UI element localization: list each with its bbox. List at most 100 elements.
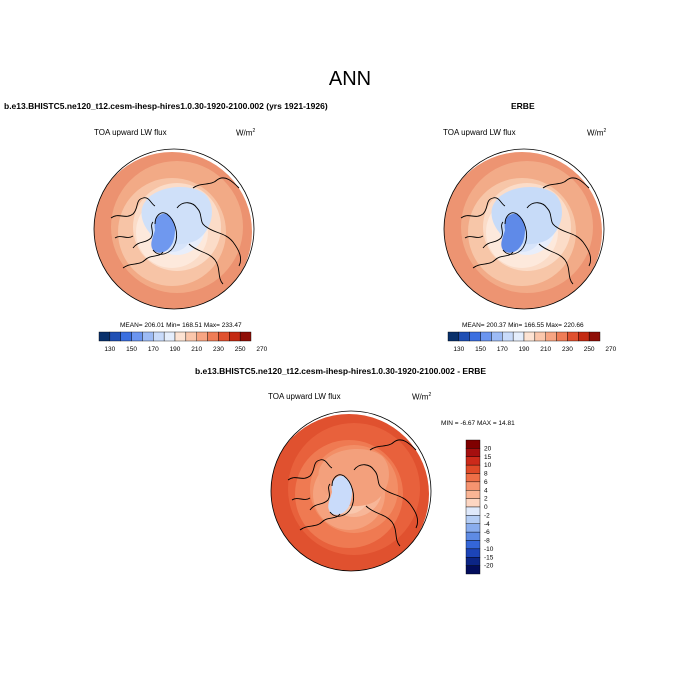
coastline [353,464,383,489]
coastline [309,483,331,511]
coastline [460,197,506,219]
greenland-region [328,475,352,515]
colorbar-box [153,331,165,342]
obs-variable-label: TOA upward LW flux [443,128,516,137]
coastline [114,235,134,239]
colorbar-tick-label: 130 [104,346,115,353]
model-variable-label: TOA upward LW flux [94,128,167,137]
colorbar-tick-label: 2 [484,496,488,503]
colorbar-tick-label: -20 [484,563,494,570]
map-border [93,148,255,310]
colorbar-box [120,331,132,342]
colorbar-box [491,331,503,342]
coastline [132,221,154,249]
colorbar-box [534,331,546,342]
colorbar-tick-label: 190 [519,346,530,353]
colorbar-tick-label: 230 [213,346,224,353]
colorbar-box [545,331,557,342]
coastline [554,225,592,267]
colorbar-tick-label: -10 [484,546,494,553]
colorbar-box [556,331,568,342]
colorbar-tick-label: 170 [148,346,159,353]
colorbar-tick-label: 210 [191,346,202,353]
colorbar-box [239,331,252,342]
colorbar-tick-label: 190 [170,346,181,353]
colorbar-tick-label: 15 [484,454,492,461]
colorbar-box [469,331,481,342]
coastline [464,235,484,239]
coastline [538,243,574,285]
model-panel-title: b.e13.BHISTC5.ne120_t12.cesm-ihesp-hires… [4,101,328,111]
coastline [299,513,341,531]
coastline [204,225,242,267]
colorbar-box [109,331,121,342]
coastline [122,251,164,269]
colorbar-box [567,331,579,342]
figure-title: ANN [328,68,372,90]
coastline [526,202,556,227]
colorbar-box [447,331,460,342]
obs-polar-map [443,148,605,310]
colorbar-box [465,548,481,558]
coastline [542,177,590,189]
coastline [472,251,514,269]
colorbar-tick-label: 270 [605,346,616,353]
colorbar-box [480,331,492,342]
colorbar-tick-label: 10 [484,462,492,469]
colorbar-box [465,565,481,575]
diff-panel-title: b.e13.BHISTC5.ne120_t12.cesm-ihesp-hires… [195,366,487,376]
coastline [176,202,206,227]
model-polar-map [93,148,255,310]
colorbar-tick-label: -8 [484,538,490,545]
colorbar-box [465,523,481,533]
diff-units-label: W/m2 [412,392,432,402]
colorbar-tick-label: 20 [484,445,492,452]
colorbar-box [502,331,514,342]
colorbar-tick-label: 250 [235,346,246,353]
colorbar-box [588,331,601,342]
coastline [365,505,401,547]
coastline [287,459,333,481]
colorbar-box [465,464,481,474]
colorbar-box [465,540,481,550]
greenland-region [151,213,175,253]
colorbar-tick-label: -6 [484,529,490,536]
colorbar-tick-label: 6 [484,479,488,486]
colorbar-tick-label: 250 [584,346,595,353]
colorbar-tick-label: 4 [484,487,488,494]
colorbar-tick-label: -15 [484,554,494,561]
colorbar-box [98,331,111,342]
map-border [443,148,605,310]
greenland-region [501,213,525,253]
colorbar-tick-label: 8 [484,471,488,478]
colorbar-box [229,331,241,342]
colorbar-tick-label: 210 [540,346,551,353]
colorbar-box [465,473,481,483]
coastline [291,497,311,501]
colorbar-box [578,331,590,342]
colorbar-box [465,506,481,516]
colorbar-box [512,331,525,342]
diff-variable-label: TOA upward LW flux [268,392,341,401]
diff-polar-map [270,410,432,572]
colorbar-box [142,331,154,342]
colorbar-tick-label: 130 [453,346,464,353]
obs-units-label: W/m2 [587,128,607,138]
colorbar-box [523,331,536,342]
model-units-label: W/m2 [236,128,256,138]
map-border [270,410,432,572]
model-colorbar: 130 150 170 190 210 230 250 270 [98,331,268,353]
colorbar-tick-label: -4 [484,521,490,528]
coastline [188,243,224,285]
colorbar-tick-label: -2 [484,512,490,519]
coastline [329,474,355,517]
obs-colorbar: 130 150 170 190 210 230 250 270 [447,331,617,353]
colorbar-box [465,490,481,499]
colorbar-box [207,331,219,342]
colorbar-tick-label: 150 [475,346,486,353]
colorbar-tick-label: 150 [126,346,137,353]
colorbar-box [465,498,481,508]
obs-stats: MEAN= 200.37 Min= 166.55 Max= 220.66 [462,322,584,329]
colorbar-box [465,439,481,449]
